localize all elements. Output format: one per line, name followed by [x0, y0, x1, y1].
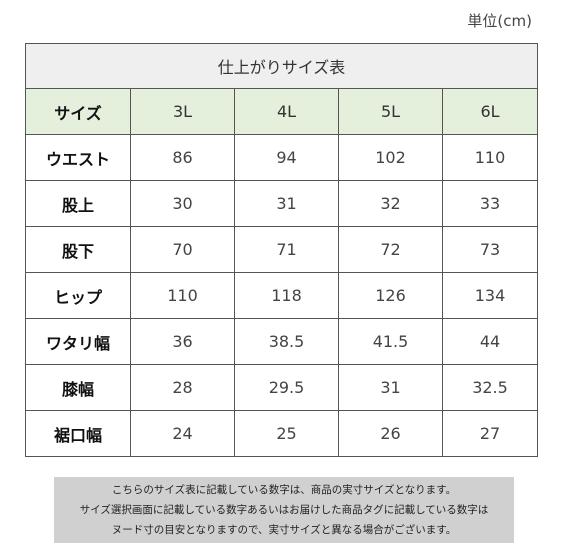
table-cell: 94	[234, 134, 339, 181]
table-cell: 33	[441, 180, 539, 227]
row-label: ヒップ	[25, 272, 131, 319]
note-line: こちらのサイズ表に記載している数字は、商品の実寸サイズとなります。	[111, 484, 457, 496]
table-cell: 41.5	[338, 318, 443, 365]
table-header-row: サイズ 3L 4L 5L 6L	[25, 88, 539, 135]
table-cell: 110	[130, 272, 235, 319]
table-row: 股上 30 31 32 33	[25, 180, 539, 227]
table-cell: 44	[441, 318, 539, 365]
size-header: 6L	[441, 88, 539, 135]
table-cell: 86	[130, 134, 235, 181]
table-cell: 24	[130, 410, 235, 457]
table-cell: 25	[234, 410, 339, 457]
table-cell: 30	[130, 180, 235, 227]
row-label: 股下	[25, 226, 131, 273]
table-row: ヒップ 110 118 126 134	[25, 272, 539, 319]
table-row: 股下 70 71 72 73	[25, 226, 539, 273]
row-label: 膝幅	[25, 364, 131, 411]
table-cell: 134	[441, 272, 539, 319]
table-cell: 26	[338, 410, 443, 457]
row-label: 股上	[25, 180, 131, 227]
table-cell: 126	[338, 272, 443, 319]
size-header: 4L	[234, 88, 339, 135]
table-row: 膝幅 28 29.5 31 32.5	[25, 364, 539, 411]
table-cell: 32.5	[441, 364, 539, 411]
table-cell: 32	[338, 180, 443, 227]
table-cell: 70	[130, 226, 235, 273]
size-header: 5L	[338, 88, 443, 135]
table-row: 裾口幅 24 25 26 27	[25, 410, 539, 457]
table-cell: 71	[234, 226, 339, 273]
table-title-row: 仕上がりサイズ表	[24, 43, 539, 89]
table-cell: 118	[234, 272, 339, 319]
header-label: サイズ	[25, 88, 131, 135]
table-title: 仕上がりサイズ表	[24, 43, 539, 89]
table-cell: 73	[441, 226, 539, 273]
row-label: 裾口幅	[25, 410, 131, 457]
size-header: 3L	[130, 88, 235, 135]
row-label: ワタリ幅	[25, 318, 131, 365]
table-cell: 102	[338, 134, 443, 181]
table-cell: 31	[338, 364, 443, 411]
table-row: ウエスト 86 94 102 110	[25, 134, 539, 181]
size-note: こちらのサイズ表に記載している数字は、商品の実寸サイズとなります。 サイズ選択画…	[54, 477, 514, 543]
size-table: 仕上がりサイズ表 サイズ 3L 4L 5L 6L ウエスト 86 94 102 …	[24, 43, 539, 457]
table-cell: 38.5	[234, 318, 339, 365]
table-cell: 110	[441, 134, 539, 181]
table-row: ワタリ幅 36 38.5 41.5 44	[25, 318, 539, 365]
note-line: サイズ選択画面に記載している数字あるいはお届けした商品タグに記載している数字は	[79, 504, 489, 516]
unit-label: 単位(cm)	[467, 12, 532, 30]
table-cell: 31	[234, 180, 339, 227]
table-cell: 29.5	[234, 364, 339, 411]
table-cell: 28	[130, 364, 235, 411]
table-cell: 36	[130, 318, 235, 365]
note-line: ヌード寸の目安となりますので、実寸サイズと異なる場合がございます。	[111, 524, 457, 536]
table-cell: 27	[441, 410, 539, 457]
row-label: ウエスト	[25, 134, 131, 181]
table-cell: 72	[338, 226, 443, 273]
